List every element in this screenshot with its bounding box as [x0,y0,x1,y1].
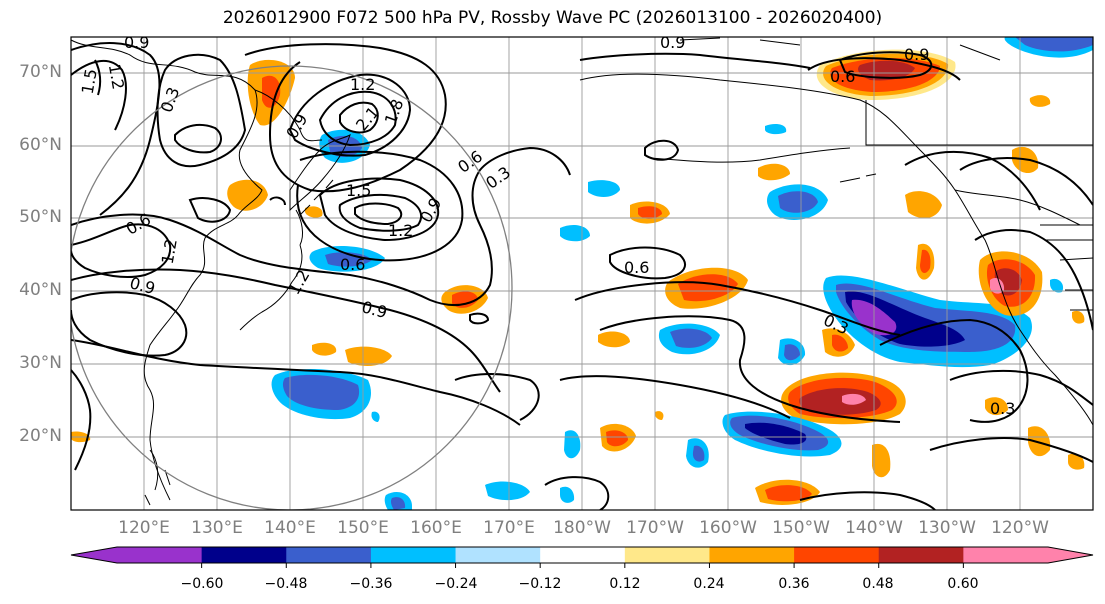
contour-label: 1.5 [78,67,101,95]
contour-label: 0.3 [157,85,184,115]
contour-label: 0.6 [624,258,649,277]
colorbar-arrow-right [1048,547,1093,563]
contour-label: 0.9 [360,297,390,322]
map-frame [70,36,1094,511]
colorbar [70,546,1094,568]
contour-label: 1.8 [381,97,408,127]
pv-anomaly-shading [71,37,1093,510]
pv-contours [71,42,1093,510]
contour-label: 2.1 [352,103,383,135]
colorbar-swatch [201,547,287,563]
colorbar-tick-label: −0.36 [349,576,393,592]
colorbar-tick-label: 0.24 [693,576,725,592]
lon-label: 170°E [483,518,535,538]
colorbar-tick-label: 0.36 [778,576,810,592]
colorbar-tick-label: −0.12 [518,576,562,592]
colorbar-swatch [709,547,795,563]
contour-label: 0.3 [990,399,1015,418]
colorbar-tick-label: −0.60 [180,576,224,592]
colorbar-tick-label: −0.48 [264,576,308,592]
lat-label-60n: 60°N [19,135,62,155]
contour-label: 0.6 [830,67,855,86]
contour-label: 1.2 [350,75,375,94]
wave-packet-circle [71,65,513,510]
lon-label: 130°E [191,518,243,538]
contour-label: 1.2 [388,221,413,240]
colorbar-tick-label: 0.60 [947,576,979,592]
lon-label: 160°E [410,518,462,538]
lon-label: 180°W [553,518,611,538]
lon-label: 150°E [337,518,389,538]
colorbar-outline [70,546,1094,564]
colorbar-swatch [624,547,710,563]
colorbar-arrow-left [71,547,117,563]
lat-label-50n: 50°N [19,207,62,227]
coastlines [71,37,1093,506]
lon-label: 140°E [264,518,316,538]
lat-label-20n: 20°N [19,426,62,446]
lon-label: 150°W [772,518,830,538]
lat-label-30n: 30°N [19,353,62,373]
contour-label: 0.9 [660,33,685,52]
map-title: 2026012900 F072 500 hPa PV, Rossby Wave … [222,8,883,28]
colorbar-swatch [794,547,880,563]
graticule [71,37,1093,510]
colorbar-swatch [878,547,964,563]
colorbar-swatch [117,547,203,563]
colorbar-swatch [963,547,1049,563]
contour-label: 1.2 [158,237,181,265]
lon-label: 120°E [118,518,170,538]
colorbar-swatch [370,547,457,563]
colorbar-tick-label: −0.24 [434,576,478,592]
contour-label: 0.6 [454,147,486,177]
lat-label-70n: 70°N [19,62,62,82]
colorbar-tick-label: 0.48 [862,576,894,592]
contour-label: 0.9 [282,110,311,142]
contour-label: 0.9 [904,45,929,64]
colorbar-swatch [455,547,541,563]
contour-label: 0.9 [128,273,158,298]
lon-label: 160°W [699,518,757,538]
colorbar-swatch [286,547,372,563]
lon-label: 120°W [991,518,1049,538]
lon-label: 130°W [918,518,976,538]
lon-label: 140°W [845,518,903,538]
lat-label-40n: 40°N [19,280,62,300]
contour-label: 0.6 [340,255,365,274]
colorbar-swatch [540,547,626,563]
colorbar-tick-label: 0.12 [609,576,641,592]
contour-label: 1.2 [105,63,128,91]
contour-label: 1.5 [346,181,371,200]
contour-label: 0.9 [124,33,149,52]
lon-label: 170°W [626,518,684,538]
